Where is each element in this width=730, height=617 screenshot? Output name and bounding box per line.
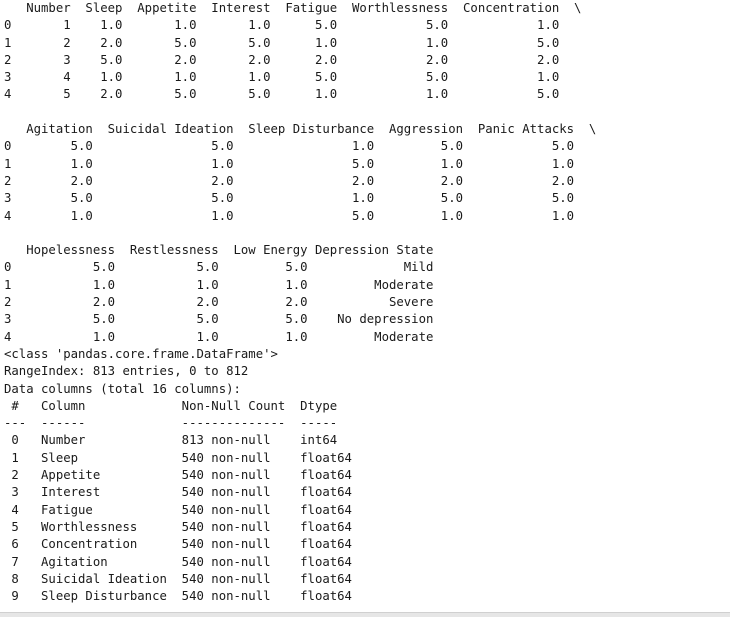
- output-line: 1 1.0 1.0 5.0 1.0 1.0: [4, 156, 575, 171]
- output-line: 3 4 1.0 1.0 1.0 5.0 5.0 1.0: [4, 70, 560, 85]
- output-line: 7 Agitation 540 non-null float64: [4, 554, 352, 569]
- output-line: Hopelessness Restlessness Low Energy Dep…: [4, 243, 434, 258]
- output-line: # Column Non-Null Count Dtype: [4, 398, 352, 413]
- output-line: 0 Number 813 non-null int64: [4, 433, 352, 448]
- output-line: 5 Worthlessness 540 non-null float64: [4, 519, 352, 534]
- output-line: [4, 104, 728, 121]
- output-line: 8 Suicidal Ideation 540 non-null float64: [4, 571, 352, 586]
- output-console: Number Sleep Appetite Interest Fatigue W…: [4, 0, 728, 612]
- output-line: 2 Appetite 540 non-null float64: [4, 468, 352, 483]
- output-line: [4, 225, 728, 242]
- output-line: 2 2.0 2.0 2.0 Severe: [4, 295, 434, 310]
- output-line: 2 3 5.0 2.0 2.0 2.0 2.0 2.0: [4, 52, 560, 67]
- output-line: 4 Fatigue 540 non-null float64: [4, 502, 352, 517]
- output-line: 1 2 2.0 5.0 5.0 1.0 1.0 5.0: [4, 35, 560, 50]
- output-line: 6 Concentration 540 non-null float64: [4, 537, 352, 552]
- output-line: Agitation Suicidal Ideation Sleep Distur…: [4, 122, 597, 137]
- output-line: Data columns (total 16 columns):: [4, 381, 241, 396]
- output-line: 1 Sleep 540 non-null float64: [4, 450, 352, 465]
- output-bottom-edge: [0, 612, 730, 617]
- output-line: 2 2.0 2.0 2.0 2.0 2.0: [4, 173, 575, 188]
- output-line: 1 1.0 1.0 1.0 Moderate: [4, 277, 434, 292]
- output-line: 4 1.0 1.0 5.0 1.0 1.0: [4, 208, 575, 223]
- output-line: 9 Sleep Disturbance 540 non-null float64: [4, 589, 352, 604]
- output-line: RangeIndex: 813 entries, 0 to 812: [4, 364, 249, 379]
- output-line: <class 'pandas.core.frame.DataFrame'>: [4, 346, 278, 361]
- output-line: 4 1.0 1.0 1.0 Moderate: [4, 329, 434, 344]
- output-line: 4 5 2.0 5.0 5.0 1.0 1.0 5.0: [4, 87, 560, 102]
- output-line: 0 1 1.0 1.0 1.0 5.0 5.0 1.0: [4, 18, 560, 33]
- output-line: 0 5.0 5.0 5.0 Mild: [4, 260, 434, 275]
- output-line: 0 5.0 5.0 1.0 5.0 5.0: [4, 139, 575, 154]
- output-line: --- ------ -------------- -----: [4, 416, 352, 431]
- output-line: 3 5.0 5.0 1.0 5.0 5.0: [4, 191, 575, 206]
- output-line: Number Sleep Appetite Interest Fatigue W…: [4, 1, 582, 15]
- output-line: 3 5.0 5.0 5.0 No depression: [4, 312, 434, 327]
- output-line: 3 Interest 540 non-null float64: [4, 485, 352, 500]
